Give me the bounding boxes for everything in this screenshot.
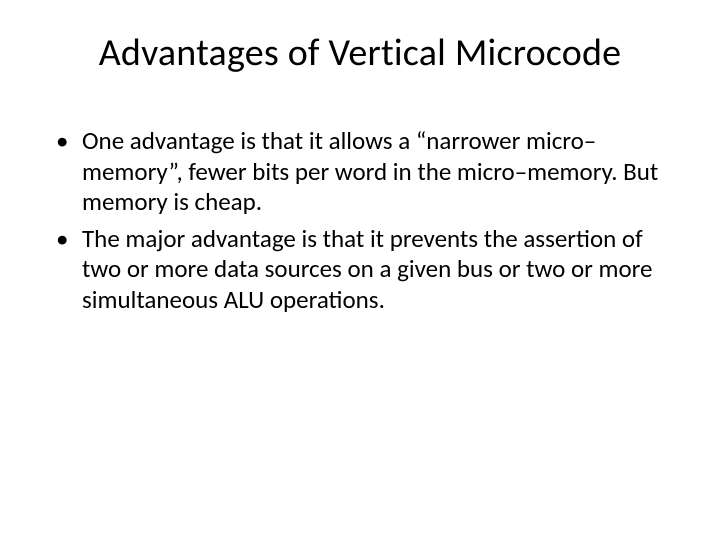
bullet-list: One advantage is that it allows a “narro… [48,126,672,315]
bullet-item: The major advantage is that it prevents … [56,224,672,316]
slide-title: Advantages of Vertical Microcode [48,30,672,76]
slide-container: Advantages of Vertical Microcode One adv… [0,0,720,540]
bullet-item: One advantage is that it allows a “narro… [56,126,672,218]
